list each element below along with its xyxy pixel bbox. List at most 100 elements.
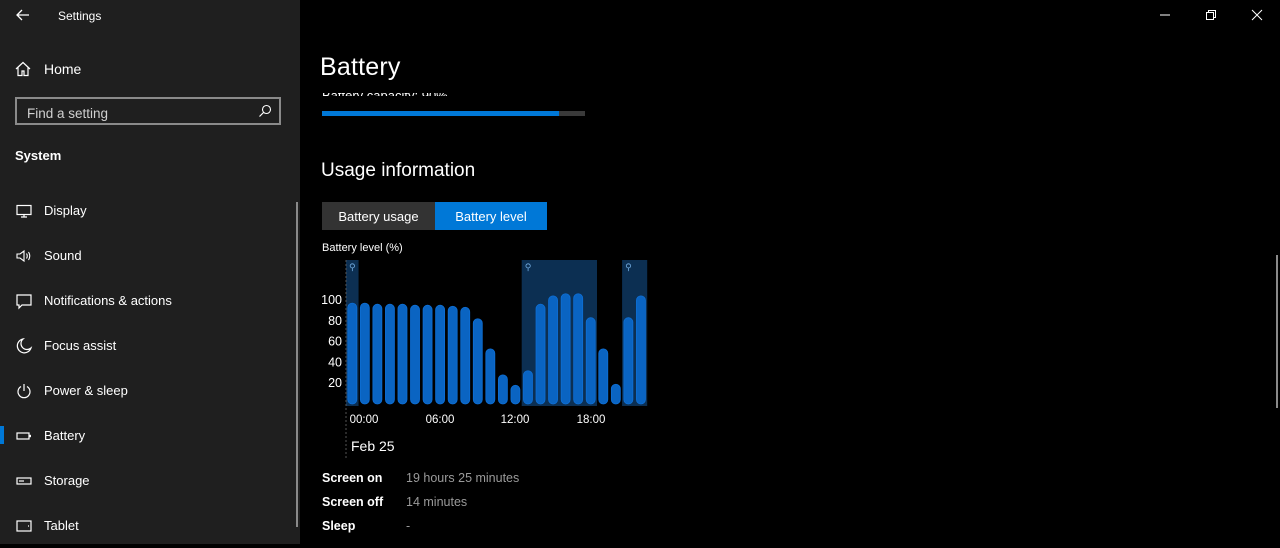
sidebar-item-battery[interactable]: Battery	[0, 413, 296, 458]
battery-bar	[510, 384, 521, 405]
y-tick-label: 20	[328, 376, 342, 390]
tab-battery-level[interactable]: Battery level	[435, 202, 547, 230]
stat-value: 14 minutes	[406, 495, 468, 509]
message-icon	[15, 292, 33, 310]
sidebar-item-label: Display	[44, 203, 87, 218]
stat-value: 19 hours 25 minutes	[406, 471, 520, 485]
search-input[interactable]	[25, 103, 249, 123]
sidebar-item-focus-assist[interactable]: Focus assist	[0, 323, 296, 368]
battery-bar	[385, 303, 395, 405]
storage-icon	[15, 472, 33, 490]
close-icon	[1251, 9, 1263, 21]
usage-stats: Screen on 19 hours 25 minutes Screen off…	[322, 466, 519, 538]
page-title: Battery	[320, 53, 401, 81]
battery-bar	[460, 306, 471, 405]
sidebar-scrollbar[interactable]	[296, 202, 298, 527]
sidebar-nav: Display Sound Notifications & actions Fo…	[0, 188, 296, 548]
stat-row-sleep: Sleep -	[322, 514, 519, 538]
battery-bar	[472, 318, 483, 405]
x-tick-label: 00:00	[350, 414, 379, 426]
y-tick-label: 60	[328, 335, 342, 349]
battery-bar	[623, 317, 634, 405]
tab-battery-usage[interactable]: Battery usage	[322, 202, 435, 230]
battery-bar	[410, 304, 420, 405]
x-tick-label: 12:00	[501, 414, 530, 426]
sidebar-item-power-sleep[interactable]: Power & sleep	[0, 368, 296, 413]
stat-label: Screen on	[322, 471, 383, 485]
battery-bar	[573, 293, 584, 405]
battery-bar	[422, 304, 433, 405]
window-title: Settings	[58, 9, 102, 23]
monitor-icon	[15, 202, 33, 220]
sidebar-item-label: Tablet	[44, 518, 79, 533]
y-tick-label: 40	[328, 355, 342, 369]
main-scrollbar[interactable]	[1276, 255, 1278, 408]
battery-bar	[372, 303, 383, 405]
battery-bar	[397, 303, 408, 405]
battery-bar	[636, 295, 646, 405]
chart-ylabel: Battery level (%)	[322, 242, 403, 254]
speaker-icon	[15, 247, 33, 265]
battery-bar	[359, 302, 370, 405]
tablet-icon	[15, 517, 33, 535]
battery-bar	[485, 348, 496, 405]
home-label: Home	[44, 61, 82, 77]
y-tick-label: 100	[321, 293, 342, 307]
main-content: Battery capacity: 90% Battery Usage info…	[300, 0, 1280, 544]
battery-bar	[347, 302, 358, 405]
stat-label: Sleep	[322, 519, 356, 533]
power-icon	[15, 382, 33, 400]
battery-icon	[15, 427, 33, 445]
sidebar-item-tablet[interactable]: Tablet	[0, 503, 296, 548]
battery-bar	[610, 383, 621, 405]
stat-value: -	[406, 519, 411, 533]
battery-bar	[497, 374, 508, 405]
battery-capacity-bar	[322, 111, 585, 116]
minimize-button[interactable]	[1142, 0, 1188, 30]
sidebar-item-label: Storage	[44, 473, 90, 488]
plug-icon: ⚲	[525, 263, 532, 273]
section-label: System	[15, 148, 62, 163]
sidebar-item-label: Battery	[44, 428, 86, 443]
home-icon	[15, 61, 31, 77]
sidebar-item-display[interactable]: Display	[0, 188, 296, 233]
window-controls	[1142, 0, 1280, 30]
search-box[interactable]	[15, 97, 281, 125]
battery-bar	[535, 303, 546, 405]
plug-icon: ⚲	[625, 263, 632, 273]
x-tick-label: 06:00	[426, 414, 455, 426]
home-nav-item[interactable]: Home	[14, 58, 81, 80]
sidebar-item-label: Focus assist	[44, 338, 117, 353]
chart-date-label: Feb 25	[351, 438, 395, 454]
x-tick-label: 18:00	[577, 414, 606, 426]
battery-bar	[598, 348, 609, 405]
stat-label: Screen off	[322, 495, 384, 509]
battery-bar	[523, 370, 533, 405]
sidebar: Settings Home System Display Sound	[0, 0, 300, 544]
battery-bar	[560, 293, 571, 405]
y-tick-label: 80	[328, 314, 342, 328]
plug-icon: ⚲	[349, 263, 356, 273]
battery-bar	[548, 295, 558, 405]
sidebar-item-sound[interactable]: Sound	[0, 233, 296, 278]
sidebar-item-label: Sound	[44, 248, 82, 263]
charging-region	[521, 260, 597, 406]
battery-capacity-fill	[322, 111, 559, 116]
battery-bar	[585, 317, 596, 405]
sidebar-item-storage[interactable]: Storage	[0, 458, 296, 503]
minimize-icon	[1160, 14, 1170, 16]
sidebar-item-notifications[interactable]: Notifications & actions	[0, 278, 296, 323]
restore-button[interactable]	[1188, 0, 1234, 30]
battery-bar	[435, 304, 446, 405]
stat-row-screen-on: Screen on 19 hours 25 minutes	[322, 466, 519, 490]
back-arrow-icon[interactable]	[12, 4, 34, 26]
restore-icon	[1206, 10, 1216, 20]
close-button[interactable]	[1234, 0, 1280, 30]
usage-tab-group: Battery usage Battery level	[322, 202, 547, 230]
sidebar-item-label: Notifications & actions	[44, 293, 172, 308]
moon-icon	[15, 337, 33, 355]
battery-bar	[447, 305, 458, 405]
search-icon[interactable]	[258, 104, 272, 123]
stat-row-screen-off: Screen off 14 minutes	[322, 490, 519, 514]
battery-level-chart: ⚲ ⚲ ⚲ 100 80 60 40 20 00:00 06:00 12:00 18:00	[321, 260, 648, 460]
